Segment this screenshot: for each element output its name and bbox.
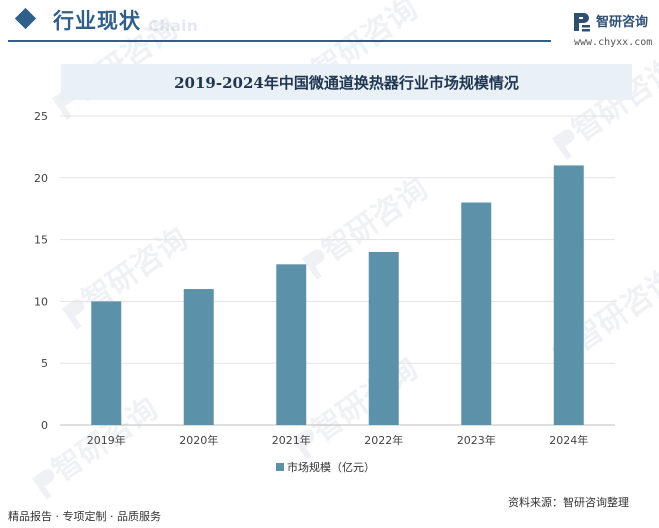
legend-label: 市场规模（亿元） <box>287 460 375 474</box>
x-tick-label: 2019年 <box>87 433 126 447</box>
x-tick-label: 2022年 <box>364 433 403 447</box>
y-tick-label: 10 <box>34 295 48 308</box>
y-tick-label: 15 <box>34 234 48 247</box>
chart-title: 2019-2024年中国微通道换热器行业市场规模情况 <box>174 74 519 92</box>
y-tick-label: 5 <box>41 357 48 370</box>
x-tick-label: 2020年 <box>179 433 218 447</box>
bar <box>183 289 214 425</box>
section-subtitle: Chain <box>148 17 199 35</box>
y-tick-label: 25 <box>34 110 48 123</box>
header-divider <box>8 40 551 42</box>
brand-logo-icon <box>574 13 590 32</box>
footer-tagline: 精品报告 · 专项定制 · 品质服务 <box>8 510 161 523</box>
bar <box>91 301 122 425</box>
bar <box>553 165 584 425</box>
bar <box>368 251 399 425</box>
section-title: 行业现状 <box>53 9 141 33</box>
chart-title-band: 2019-2024年中国微通道换热器行业市场规模情况 <box>61 64 632 100</box>
x-tick-label: 2024年 <box>549 433 588 447</box>
bar <box>276 264 307 425</box>
source-note: 资料来源：智研咨询整理 <box>508 496 629 509</box>
x-tick-label: 2023年 <box>457 433 496 447</box>
legend-swatch <box>276 463 284 471</box>
y-tick-label: 20 <box>34 172 48 185</box>
header: 行业现状 Chain 智研咨询 www.chyxx.com <box>0 0 659 48</box>
y-tick-label: 0 <box>41 419 48 432</box>
brand-name: 智研咨询 <box>596 15 649 30</box>
bar <box>461 202 492 425</box>
x-tick-label: 2021年 <box>272 433 311 447</box>
brand-url: www.chyxx.com <box>574 37 653 48</box>
